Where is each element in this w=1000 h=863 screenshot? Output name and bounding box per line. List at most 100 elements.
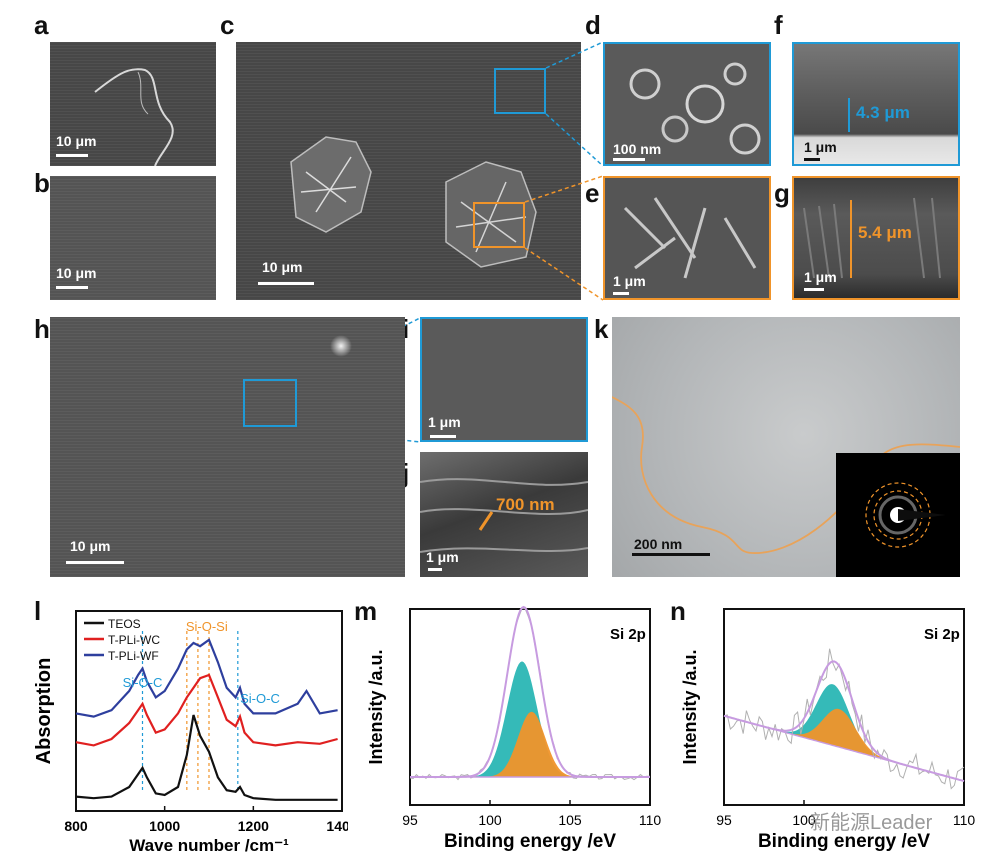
scalebar-j-bar: [428, 568, 442, 571]
sem-image-e: 1 μm: [603, 176, 771, 300]
dendrite-texture: [623, 197, 757, 279]
panel-label-j: j: [402, 458, 410, 488]
ftir-chart: 800 1000 1200 1400 Wave number /cm⁻¹ Absorpti…: [33, 610, 348, 853]
x-tick-label: 100: [792, 812, 816, 828]
scalebar-c-bar: [258, 282, 314, 285]
scalebar-f-label: 1 μm: [804, 139, 837, 155]
legend-label: TEOS: [108, 617, 141, 631]
xps-chart-m: 95 100 105 110 Binding energy /eV Intensity /…: [366, 605, 662, 852]
sem-image-d: 100 nm: [603, 42, 771, 166]
scalebar-g-bar: [804, 288, 824, 291]
panel-label-k: k: [594, 314, 609, 344]
scalebar-f-bar: [804, 158, 820, 161]
panel-label-l: l: [34, 596, 42, 626]
legend-label: T-PLi-WC: [108, 633, 160, 647]
x-tick-label: 110: [953, 812, 976, 828]
sem-image-h: 10 μm: [50, 317, 405, 577]
panel-label-c: c: [220, 10, 235, 40]
scalebar-b-label: 10 μm: [56, 265, 97, 281]
x-tick-label: 1000: [149, 818, 180, 834]
saed-inset: [836, 453, 960, 577]
series-line-T-PLi-WF: [75, 638, 338, 718]
watermark-text: 新能源Leader: [810, 812, 933, 834]
layer-feature: [420, 478, 588, 553]
y-axis-label: Absorption: [33, 658, 55, 765]
thickness-label-g: 5.4 μm: [858, 223, 912, 242]
panel-label-n: n: [670, 596, 686, 626]
x-tick-label: 95: [402, 812, 418, 828]
scalebar-g-label: 1 μm: [804, 269, 837, 285]
panel-label-a: a: [34, 10, 49, 40]
sem-image-b: 10 μm: [50, 176, 216, 300]
scalebar-k-bar: [632, 553, 710, 556]
x-tick-label: 1200: [238, 818, 269, 834]
columnar-texture: [803, 197, 941, 279]
panel-label-h: h: [34, 314, 50, 344]
thickness-bar-g: [850, 200, 852, 278]
x-axis-label: Wave number /cm⁻¹: [129, 836, 289, 853]
scalebar-e-label: 1 μm: [613, 273, 646, 289]
scalebar-h-bar: [66, 561, 124, 564]
fit-peak-orange: [724, 708, 964, 782]
thickness-label-f: 4.3 μm: [856, 103, 910, 122]
scalebar-c-label: 10 μm: [262, 259, 303, 275]
diffraction-rings: [865, 482, 946, 548]
panel-label-b: b: [34, 168, 50, 198]
zoom-box-e: [473, 202, 525, 248]
panel-label-f: f: [774, 10, 783, 40]
xps-chart-n: 95 100 110 Binding energy /eV Intensity /a.u…: [680, 608, 976, 852]
x-tick-label: 95: [716, 812, 732, 828]
scalebar-d-label: 100 nm: [613, 141, 662, 157]
scalebar-k-label: 200 nm: [634, 536, 683, 552]
sem-image-a: 10 μm: [50, 42, 216, 166]
scalebar-i-label: 1 μm: [428, 414, 461, 430]
legend-label: T-PLi-WF: [108, 649, 159, 663]
panel-label-e: e: [585, 178, 600, 208]
wrinkle-feature: [94, 68, 174, 166]
fit-peak-orange: [410, 711, 650, 777]
dendrite-clusters: [290, 136, 537, 268]
series-line-TEOS: [75, 714, 338, 801]
tem-image-k: 200 nm: [612, 317, 960, 577]
bright-spot: [330, 335, 352, 357]
panel-label-g: g: [774, 178, 790, 208]
scalebar-a-bar: [56, 154, 88, 157]
scalebar-i-bar: [430, 435, 456, 438]
panel-label-d: d: [585, 10, 601, 40]
sem-image-c: 10 μm: [236, 42, 581, 300]
scalebar-d-bar: [613, 158, 645, 161]
annotation-si-o-c-1: Si-O-C: [123, 675, 163, 690]
sem-image-g: 5.4 μm 1 μm: [792, 176, 960, 300]
y-axis-label: Intensity /a.u.: [680, 649, 700, 764]
scalebar-b-bar: [56, 286, 88, 289]
chart-title: Si 2p: [924, 626, 960, 643]
series-line-T-PLi-WC: [75, 673, 338, 747]
thickness-label-j: 700 nm: [496, 495, 555, 514]
x-tick-label: 105: [558, 812, 582, 828]
y-axis-label: Intensity /a.u.: [366, 649, 386, 764]
sem-image-i: 1 μm: [420, 317, 588, 442]
plot-frame: [409, 608, 651, 806]
scalebar-e-bar: [613, 292, 629, 295]
panel-label-m: m: [354, 596, 378, 626]
scalebar-h-label: 10 μm: [70, 538, 111, 554]
annotation-si-o-si: Si-O-Si: [186, 619, 228, 634]
zoom-box-d: [494, 68, 546, 114]
x-tick-label: 100: [478, 812, 502, 828]
annotation-si-o-c-2: Si-O-C: [240, 691, 280, 706]
zoom-box-i: [243, 379, 297, 427]
x-axis-label: Binding energy /eV: [758, 831, 930, 852]
baseline-line: [723, 715, 965, 782]
sem-image-f: 4.3 μm 1 μm: [792, 42, 960, 166]
scalebar-a-label: 10 μm: [56, 133, 97, 149]
x-tick-label: 1400: [326, 818, 348, 834]
thickness-bar-f: [848, 98, 850, 132]
x-axis-label: Binding energy /eV: [444, 831, 616, 852]
porous-texture: [629, 62, 761, 155]
plot-frame: [723, 608, 965, 806]
x-tick-label: 110: [639, 812, 662, 828]
chart-title: Si 2p: [610, 626, 646, 643]
x-tick-label: 800: [64, 818, 88, 834]
plot-frame: [75, 610, 343, 812]
sem-image-j: 700 nm 1 μm: [420, 452, 588, 577]
